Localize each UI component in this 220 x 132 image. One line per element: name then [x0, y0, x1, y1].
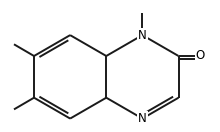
Text: N: N: [138, 112, 147, 125]
Text: N: N: [138, 29, 147, 42]
Text: O: O: [196, 50, 205, 62]
